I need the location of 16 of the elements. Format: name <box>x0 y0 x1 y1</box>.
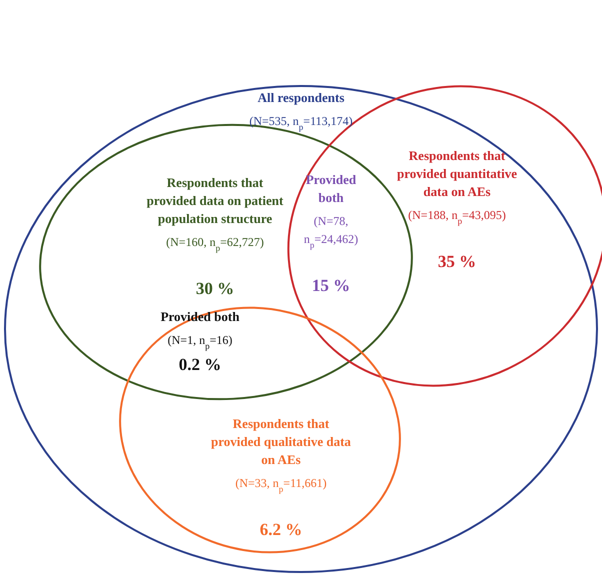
category-label: Respondents that provided qualitative data on AEs <box>211 416 352 467</box>
text: (N=535, n$_{p}$=113,174) <box>249 114 353 132</box>
text: (N=160, n$_{p}$=62,727) <box>166 235 264 253</box>
category-label: All respondents <box>258 90 344 105</box>
data-label: 35 % <box>438 252 476 271</box>
text: (N=1, n$_{p}$=16) <box>168 333 232 351</box>
text: (N=33, n$_{p}$=11,661) <box>235 476 327 494</box>
text: (N=188, n$_{p}$=43,095) <box>408 208 506 226</box>
data-label: 0.2 % <box>178 355 222 374</box>
category-label: Respondents that provided data on patient population structure <box>146 175 284 226</box>
category-label: Provided both <box>306 172 357 205</box>
text: (N=78, n$_{p}$=24,462) <box>304 214 358 250</box>
data-label: 15 % <box>312 276 350 295</box>
data-label: 6.2 % <box>260 520 302 539</box>
category-label: Respondents that provided quantitative data on AEs <box>396 148 518 199</box>
data-label: 30 % <box>196 279 234 298</box>
